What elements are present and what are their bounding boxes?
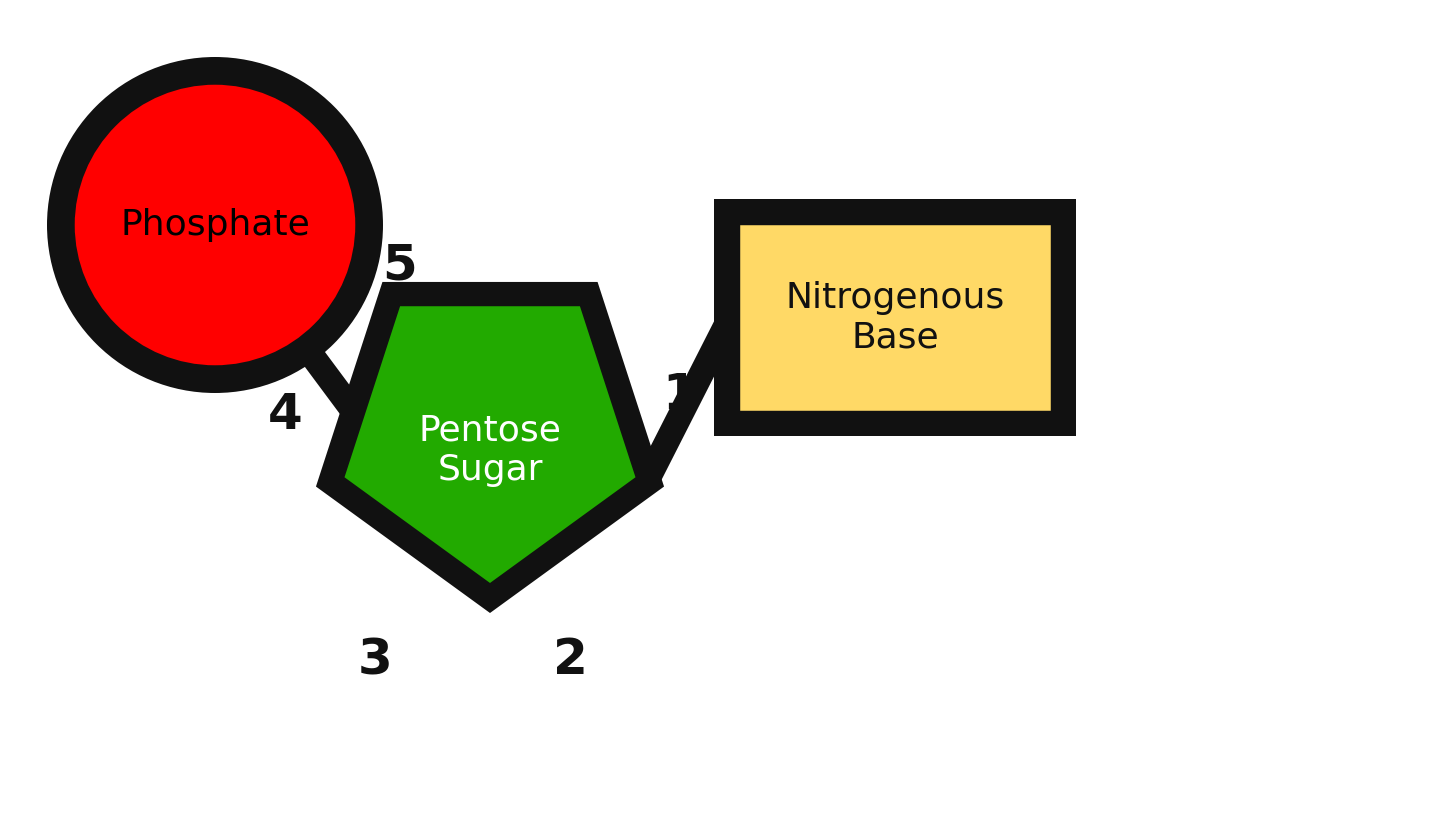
Polygon shape	[315, 282, 664, 613]
Text: Pentose
Sugar: Pentose Sugar	[419, 413, 562, 487]
Bar	[730, 215, 1060, 420]
Circle shape	[65, 75, 364, 375]
Text: 5: 5	[383, 241, 418, 289]
Text: 1: 1	[662, 371, 697, 419]
Text: 3: 3	[357, 636, 392, 684]
Bar	[714, 199, 1076, 436]
Text: Nitrogenous
Base: Nitrogenous Base	[785, 281, 1005, 354]
Text: Phosphate: Phosphate	[120, 208, 310, 242]
Text: 2: 2	[553, 636, 588, 684]
Polygon shape	[333, 297, 647, 595]
Circle shape	[48, 57, 383, 393]
Text: 4: 4	[268, 391, 302, 439]
